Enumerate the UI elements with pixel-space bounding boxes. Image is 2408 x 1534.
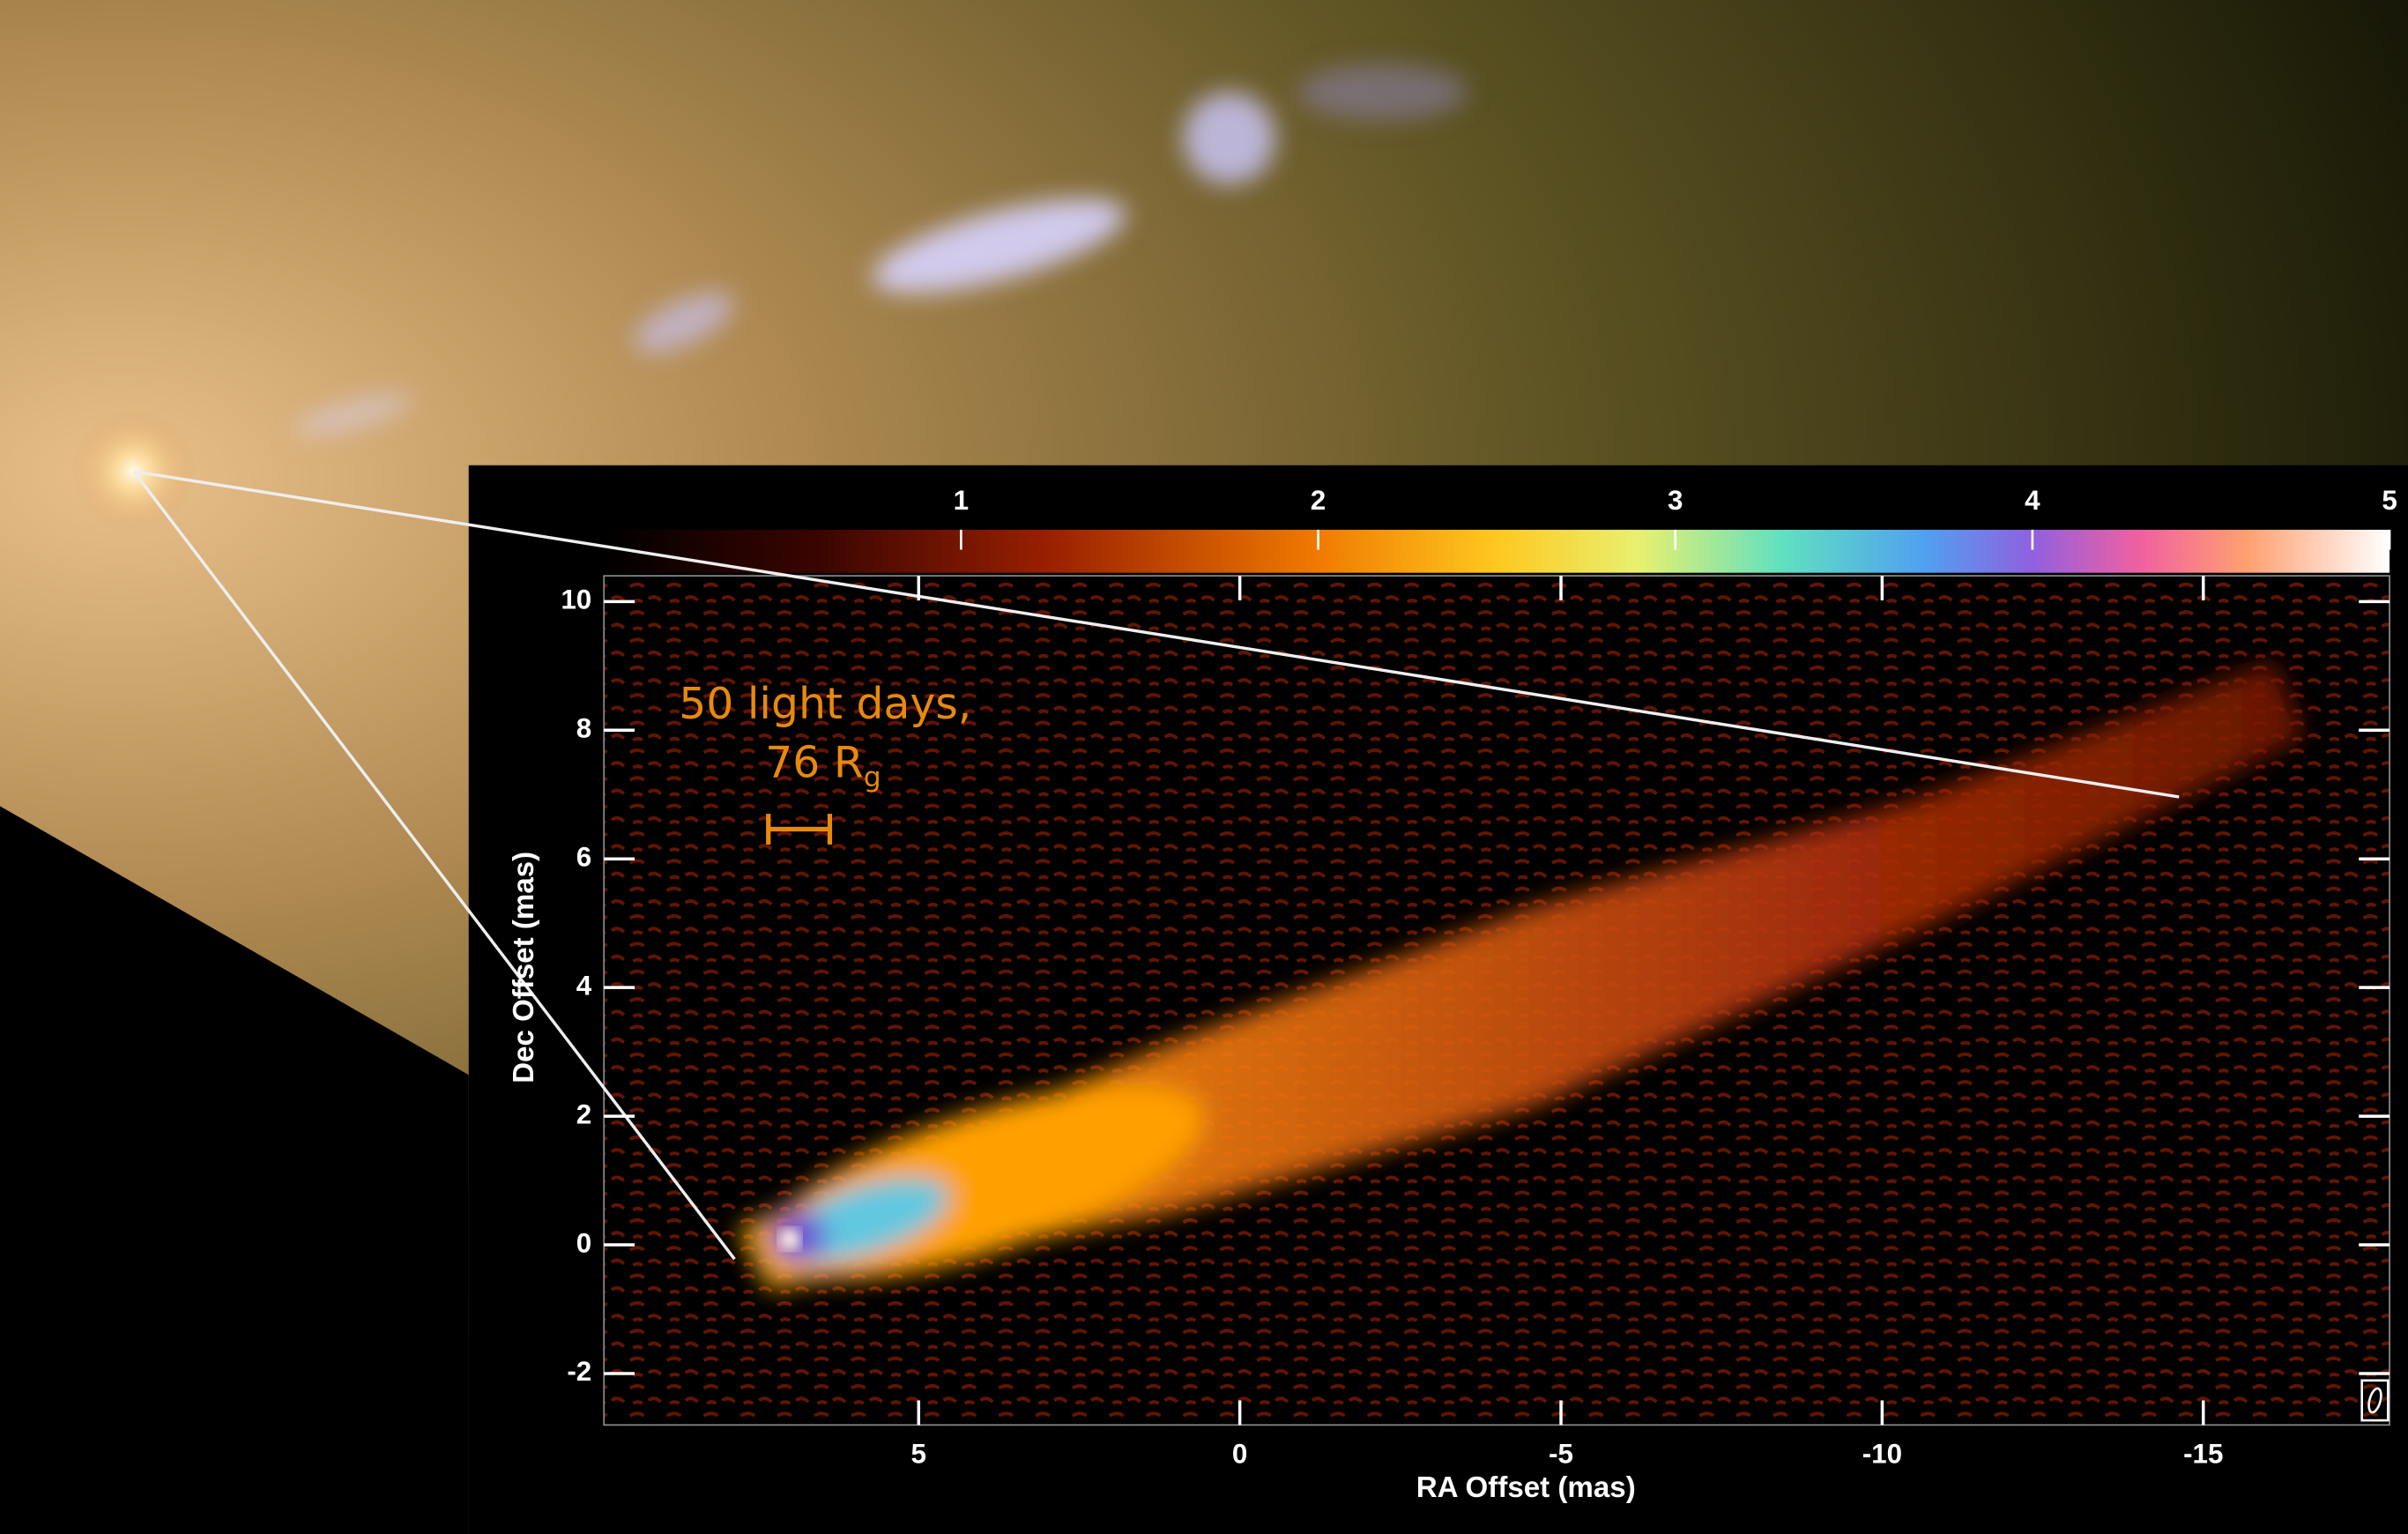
colorbar-tick-label: 3 — [1668, 485, 1683, 516]
x-tick-label: -15 — [2183, 1438, 2223, 1469]
y-tick-label: 2 — [576, 1098, 591, 1129]
colorbar-tick-label: 2 — [1311, 485, 1326, 516]
y-tick-label: 0 — [576, 1227, 591, 1258]
y-tick-label: 6 — [576, 842, 591, 873]
y-tick-label: -2 — [567, 1356, 591, 1387]
colorbar — [604, 530, 2389, 573]
annotation-subscript: g — [864, 762, 881, 793]
annotation: 50 light days, — [679, 679, 971, 729]
x-tick-label: 5 — [911, 1438, 926, 1469]
colorbar-tick-label: 1 — [954, 485, 969, 516]
annotation: 76 R — [765, 737, 864, 787]
radio-core — [779, 1228, 800, 1249]
y-tick-label: 10 — [561, 585, 591, 615]
x-tick-label: 0 — [1232, 1438, 1247, 1469]
y-tick-label: 8 — [576, 713, 591, 744]
x-axis-label: RA Offset (mas) — [1416, 1471, 1636, 1504]
colorbar-tick-label: 5 — [2382, 485, 2397, 516]
screenshot: RA Offset (mas) Dec Offset (mas) 50 ligh… — [0, 0, 2408, 1534]
colorbar-tick-label: 4 — [2025, 485, 2040, 516]
x-tick-label: -10 — [1862, 1438, 1902, 1469]
galaxy-core — [72, 410, 195, 532]
y-tick-label: 4 — [576, 970, 592, 1001]
x-tick-label: -5 — [1549, 1438, 1573, 1469]
y-axis-label: Dec Offset (mas) — [508, 852, 540, 1083]
